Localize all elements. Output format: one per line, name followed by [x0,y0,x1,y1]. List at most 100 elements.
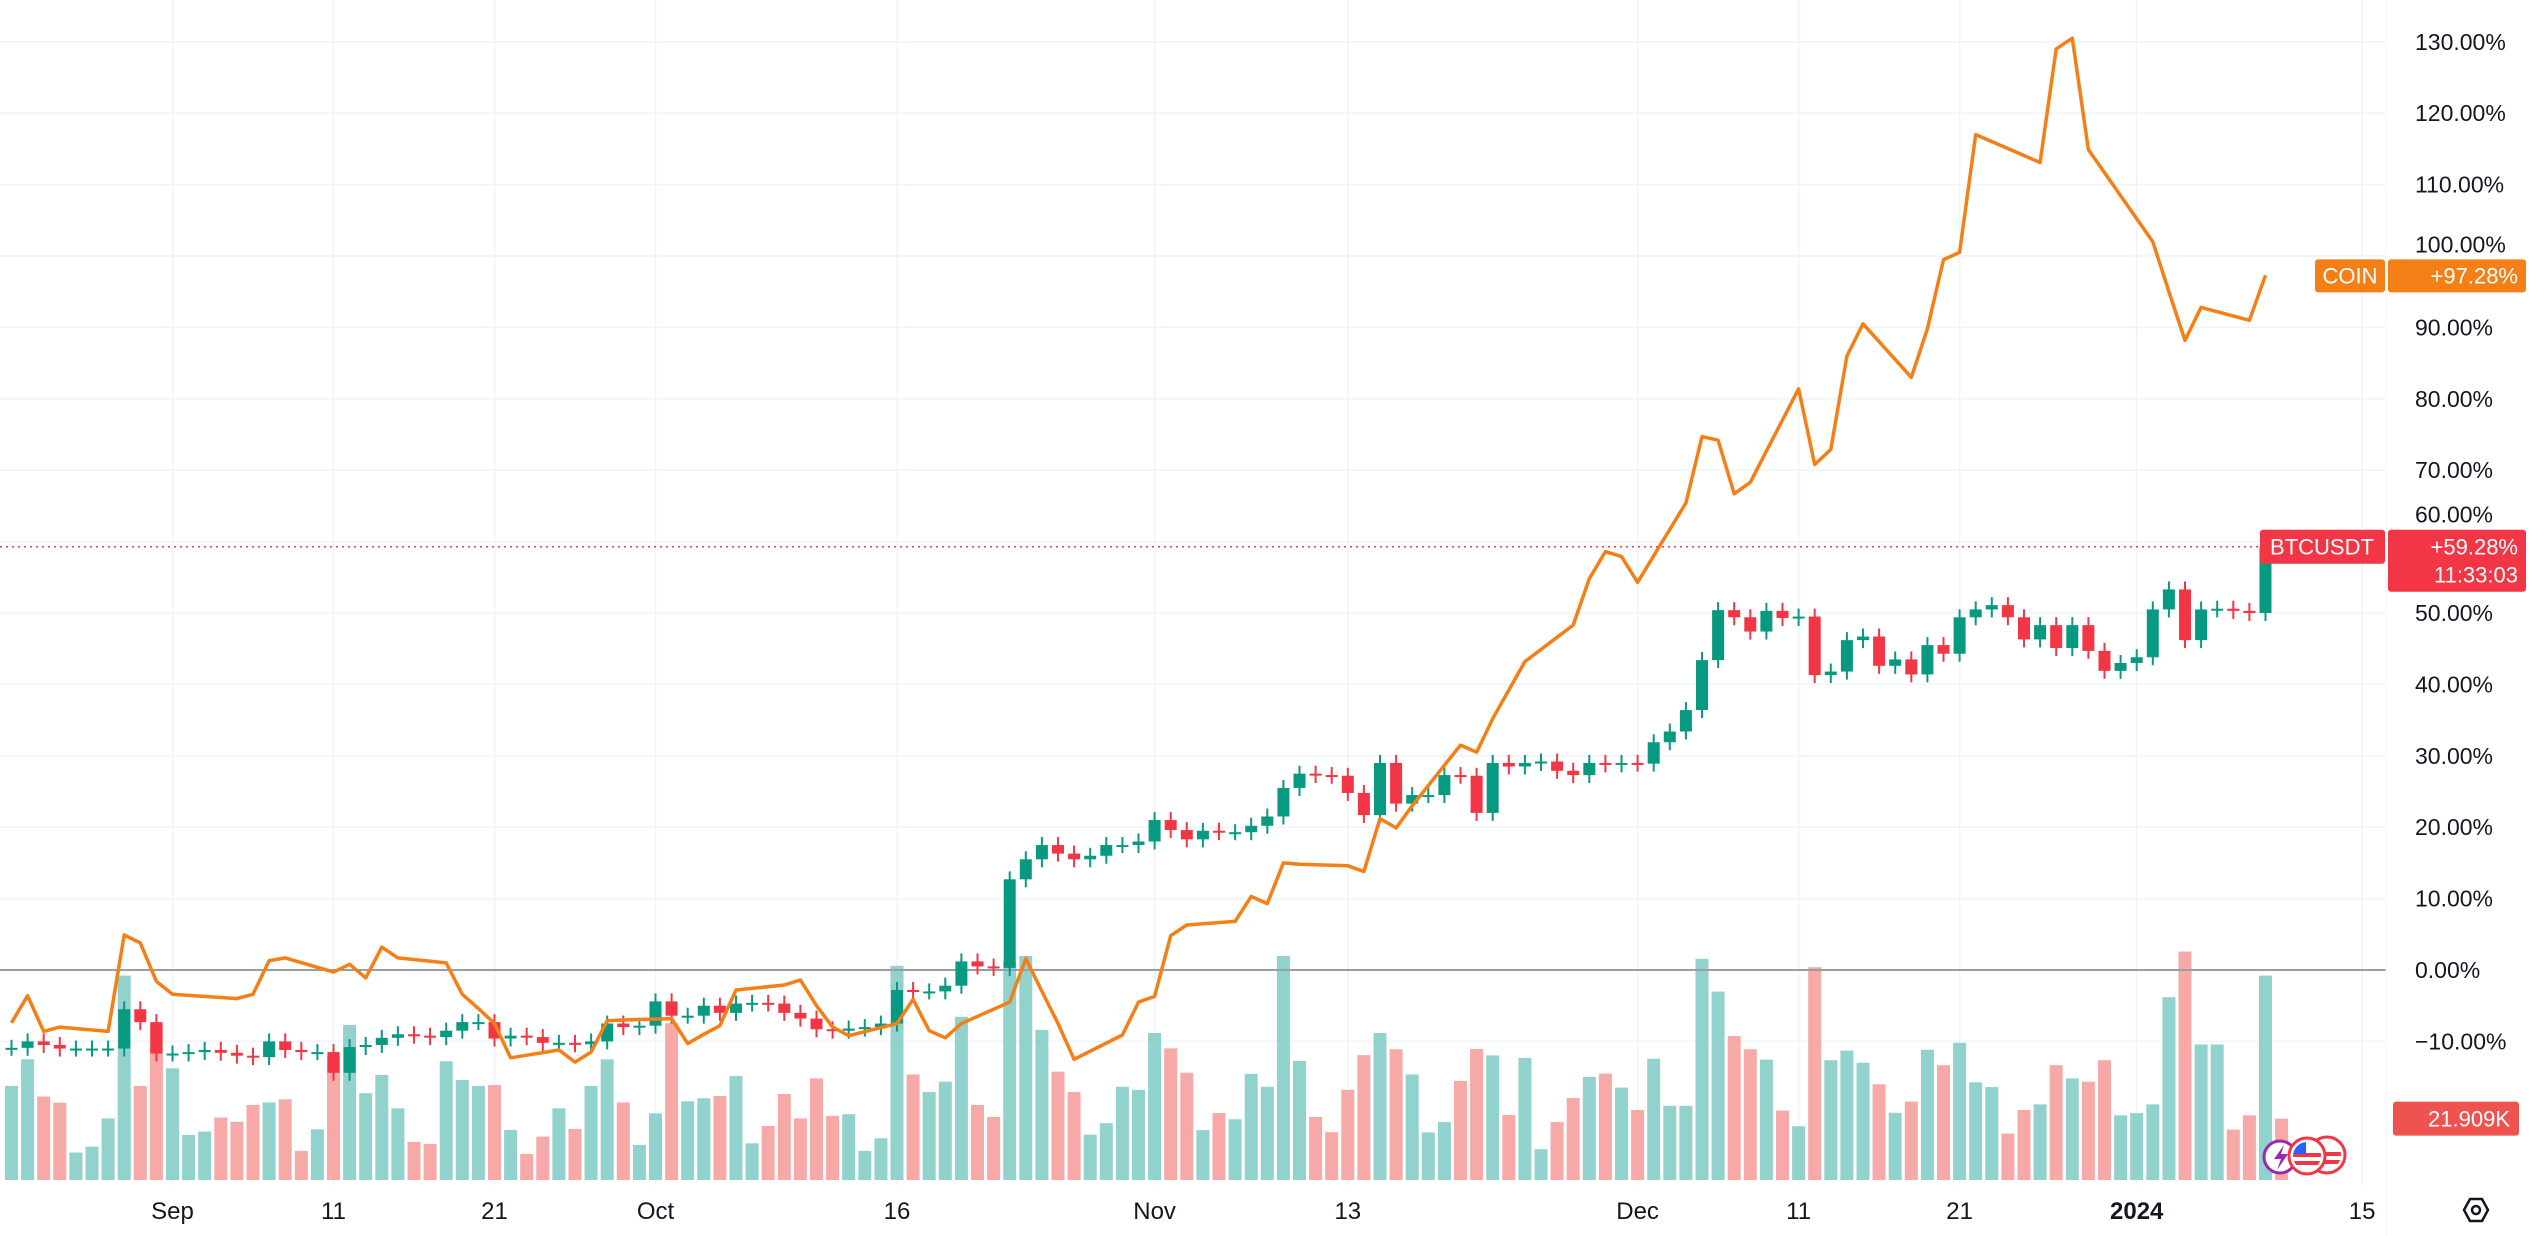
candle-body [1969,609,1982,618]
volume-bar [1695,958,1709,1180]
candle-body [697,1005,710,1016]
volume-bar [649,1113,662,1180]
volume-bar [455,1080,469,1180]
candle-body [1824,671,1837,676]
volume-bar [2178,951,2192,1180]
volume-bar [1276,956,1290,1180]
candle-body [1744,617,1757,632]
volume-bar [1824,1060,1838,1180]
volume-bar [2242,1115,2256,1180]
candle-body [1551,761,1564,771]
price-axis-label: 120.00% [2415,100,2506,126]
volume-bar [1115,1086,1129,1180]
candle-body [1953,617,1966,654]
volume-bar [2226,1129,2240,1180]
candle-body [2162,589,2175,610]
volume-bar [1454,1080,1467,1180]
candle-body [1293,773,1306,788]
volume-bar [2210,1044,2224,1180]
volume-bar [504,1129,518,1180]
volume-bar [1373,1033,1387,1180]
candle-body [1374,762,1386,816]
volume-bar [777,1094,791,1180]
candle-body [247,1055,259,1058]
volume-bar [294,1150,308,1180]
candle-body [1663,731,1676,743]
volume-bar [1615,1087,1628,1180]
candle-body [810,1018,823,1030]
price-axis-label: 70.00% [2415,457,2493,483]
volume-bar [1051,1071,1065,1180]
price-axis-label: 100.00% [2415,231,2506,257]
us-flag-icon[interactable] [2287,1136,2327,1176]
volume-bar [1679,1105,1693,1180]
price-axis-label: 30.00% [2415,743,2493,769]
volume-bar [375,1075,389,1180]
settings-hexagon-icon[interactable] [2462,1197,2490,1223]
candle-body [1470,775,1483,813]
candle-body [2114,662,2127,671]
candle-body [1325,775,1338,778]
candle-body [1406,795,1419,804]
candle-body [1921,645,1934,675]
candle-body [2243,610,2256,613]
volume-bar [2162,997,2176,1180]
candle-body [681,1015,694,1018]
candle-body [1615,762,1628,765]
volume-bar [1904,1101,1918,1180]
volume-bar [1711,991,1725,1180]
volume-bar [278,1099,292,1180]
volume-bar [793,1118,807,1180]
volume-bar [520,1153,534,1180]
candle-body [472,1022,485,1025]
candle-body [2082,625,2095,651]
time-axis-label: 2024 [2110,1198,2164,1225]
candle-body [53,1044,66,1049]
price-axis[interactable]: 130.00% 120.00% 110.00% 100.00% 90.00% 80.00%… [2415,29,2506,1055]
time-axis-label: Dec [1616,1198,1659,1225]
volume-bar [2259,975,2272,1180]
volume-bar [1759,1059,1773,1180]
volume-bar [1421,1132,1435,1180]
volume-bar [2146,1104,2160,1180]
candle-body [569,1042,581,1045]
volume-bar [584,1085,598,1180]
candle-body [939,985,952,992]
candle-body [536,1037,549,1043]
candle-body [408,1034,420,1037]
candle-body [1035,845,1048,860]
volume-bar [53,1102,67,1180]
coin-tag-name-bg [2315,259,2385,293]
candle-body [907,989,920,992]
candle-body [182,1052,195,1055]
volume-bar [1228,1119,1242,1180]
time-axis[interactable]: Sep 11 21 Oct 16 Nov 13 Dec 11 21 2024 15 [151,1198,2375,1225]
volume-bar [1663,1105,1677,1180]
price-axis-label: 40.00% [2415,671,2493,697]
time-axis-label: 16 [884,1198,911,1225]
volume-bar [600,1059,614,1180]
volume-bar [761,1125,775,1180]
candle-body [102,1048,115,1051]
volume-bar [1293,1061,1306,1180]
volume-bar [69,1152,83,1180]
btc-tag-name-bg [2260,529,2385,564]
candle-body [2018,617,2030,640]
event-markers[interactable] [2262,1135,2347,1176]
candle-body [311,1052,324,1055]
candle-body [1905,659,1918,675]
coin-tag-name: COIN [2323,263,2378,288]
volume-tag-value: 21.909K [2428,1107,2510,1132]
candle-body [1889,659,1902,666]
candle-body [1180,830,1193,840]
candle-body [1422,795,1435,798]
candle-body [456,1022,469,1031]
volume-bar [1776,1110,1789,1180]
candle-body [1148,820,1161,842]
time-axis-label: 13 [1334,1198,1361,1225]
candle-body [1341,775,1354,793]
volume-bar [2130,1113,2144,1180]
candle-body [37,1041,50,1045]
candle-body [214,1049,227,1053]
